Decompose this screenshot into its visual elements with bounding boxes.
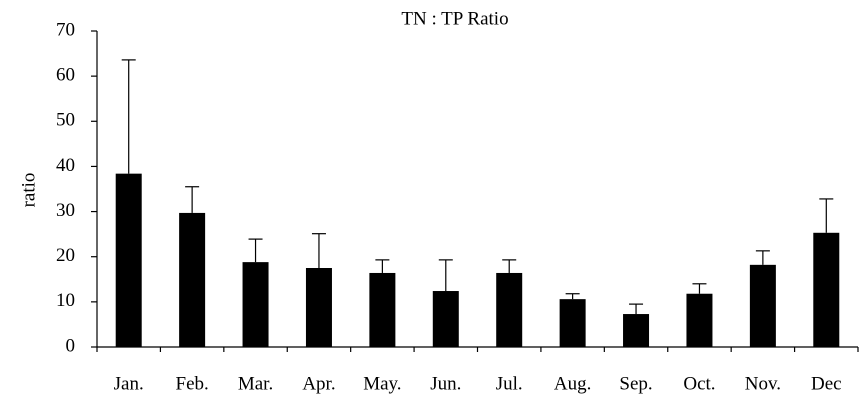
- error-bar: [185, 186, 200, 213]
- error-bar: [755, 250, 770, 265]
- error-bar: [565, 293, 580, 300]
- error-bar: [502, 259, 517, 273]
- x-tick-label: Jan.: [114, 373, 144, 394]
- bar: [496, 272, 523, 347]
- error-bar: [629, 303, 644, 315]
- y-tick-label: 40: [56, 155, 75, 176]
- y-tick-label: 60: [56, 65, 75, 86]
- chart-title: TN : TP Ratio: [401, 8, 508, 29]
- bar: [115, 173, 142, 347]
- error-bar: [819, 198, 834, 233]
- error-bar: [692, 283, 707, 294]
- bar: [369, 272, 396, 347]
- bar: [813, 232, 840, 347]
- error-bar: [375, 259, 390, 273]
- y-tick-label: 10: [56, 290, 75, 311]
- bar: [559, 299, 586, 347]
- error-bar: [311, 233, 326, 268]
- y-tick-label: 0: [66, 335, 76, 356]
- x-tick-label: Mar.: [238, 373, 273, 394]
- x-tick-label: Nov.: [745, 373, 781, 394]
- bar: [623, 314, 650, 347]
- bar: [305, 268, 332, 347]
- x-tick-label: Sep.: [619, 373, 652, 394]
- y-tick-label: 20: [56, 245, 75, 266]
- x-tick-label: Feb.: [176, 373, 209, 394]
- bar: [179, 212, 206, 347]
- y-tick-label: 70: [56, 19, 75, 40]
- bar: [749, 264, 776, 347]
- error-bar: [248, 238, 263, 263]
- x-tick-label: Aug.: [554, 373, 591, 394]
- y-axis-label: ratio: [18, 173, 39, 208]
- x-tick-label: Oct.: [683, 373, 715, 394]
- error-bar: [121, 59, 136, 174]
- x-tick-label: Apr.: [302, 373, 335, 394]
- x-tick-label: Dec: [811, 373, 842, 394]
- y-tick-label: 50: [56, 110, 75, 131]
- x-tick-label: May.: [363, 373, 401, 394]
- y-tick-label: 30: [56, 200, 75, 221]
- error-bar: [438, 259, 453, 292]
- bar: [686, 293, 713, 347]
- bar: [432, 291, 459, 347]
- bar: [242, 262, 269, 347]
- x-tick-label: Jul.: [496, 373, 523, 394]
- x-tick-label: Jun.: [430, 373, 461, 394]
